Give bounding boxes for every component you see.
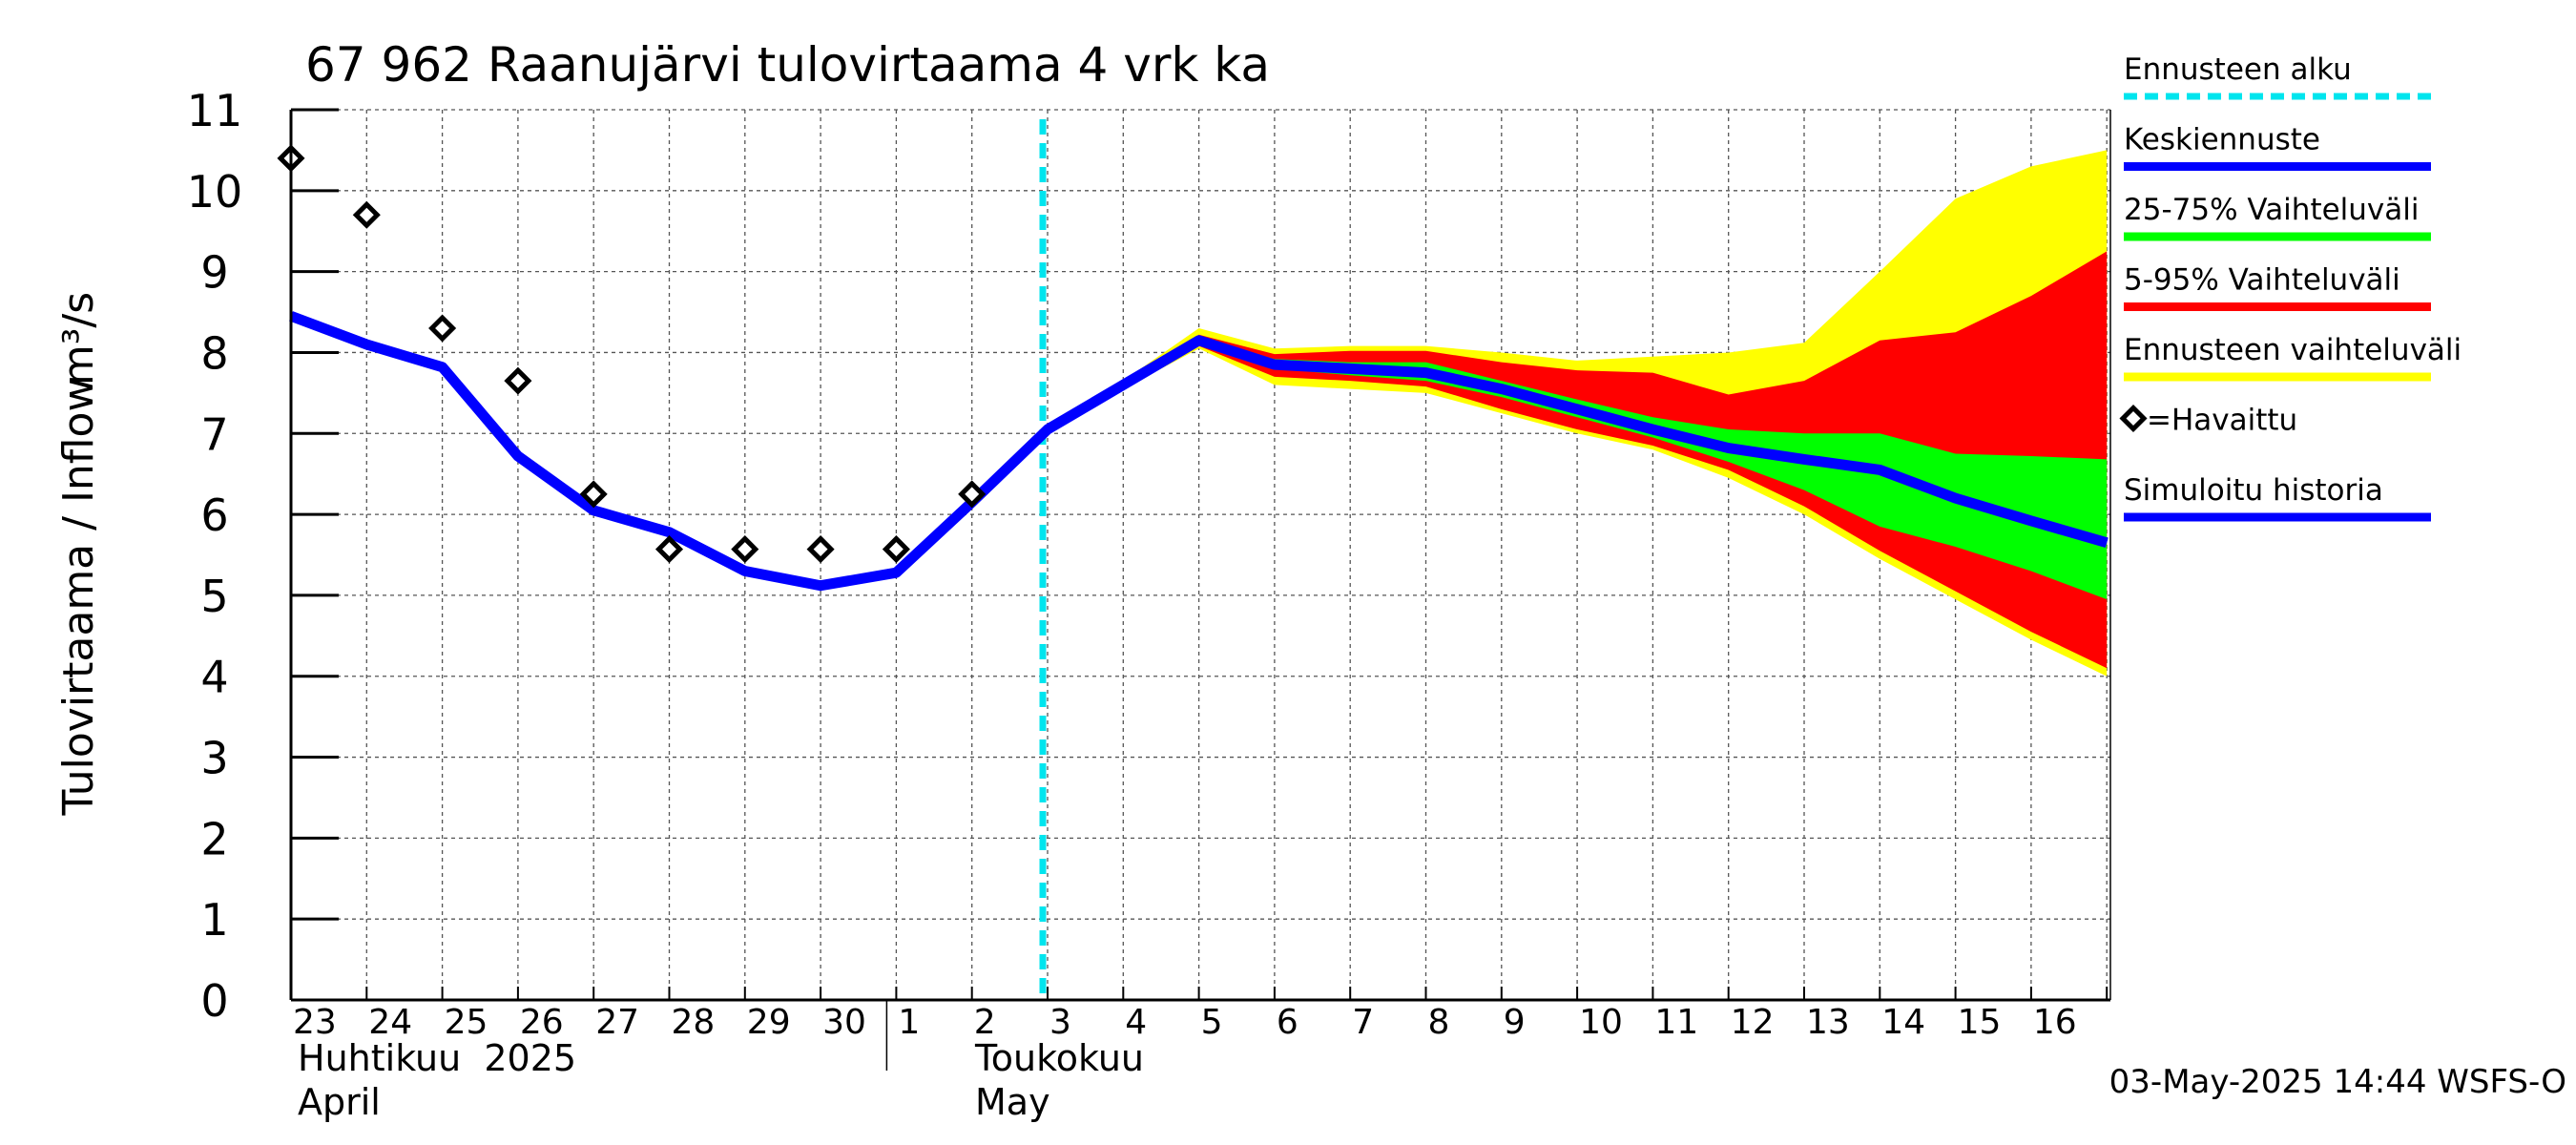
observed-point [504,366,532,395]
y-tick-label: 4 [200,652,228,703]
x-tick-label: 9 [1504,1003,1526,1042]
month-label-may-en: May [975,1081,1050,1123]
x-tick-label: 27 [595,1003,639,1042]
y-tick-label: 6 [200,489,228,541]
y-tick-label: 9 [200,247,228,299]
month-labels: Huhtikuu 2025 April Toukokuu May [298,1037,1144,1123]
x-tick-label: 2 [974,1003,996,1042]
y-tick-label: 0 [200,975,228,1027]
month-label-may-fi: Toukokuu [974,1037,1144,1079]
month-label-april-en: April [298,1081,381,1123]
y-tick-label: 8 [200,327,228,379]
band-5-95% Vaihteluväli [1048,251,2108,669]
x-tick-label: 3 [1049,1003,1071,1042]
x-tick-label: 12 [1731,1003,1775,1042]
y-tick-label: 5 [200,571,228,622]
x-tick-label: 26 [520,1003,564,1042]
y-tick-label: 1 [200,894,228,946]
x-tick-label: 4 [1125,1003,1147,1042]
x-tick-label: 5 [1201,1003,1223,1042]
legend-label: 5-95% Vaihteluväli [2124,263,2400,298]
y-axis-label: Tulovirtaama / Inflow [54,378,103,817]
observed-point [428,314,457,343]
y-tick-label: 3 [200,733,228,784]
x-tick-label: 14 [1881,1003,1925,1042]
x-tick-label: 24 [368,1003,412,1042]
footer-timestamp: 03-May-2025 14:44 WSFS-O [2109,1063,2566,1101]
legend-marker-observed [2119,404,2148,433]
axes [289,108,2111,1071]
y-tick-label: 7 [200,408,228,460]
y-tick-label: 11 [187,85,243,136]
legend-label: Simuloitu historia [2124,473,2383,508]
x-tick-label: 1 [898,1003,920,1042]
y-tick-label: 10 [187,166,243,218]
chart-title: 67 962 Raanujärvi tulovirtaama 4 vrk ka [305,37,1270,93]
observed-point [958,480,987,509]
x-tick-label: 25 [445,1003,488,1042]
y-tick-label: 2 [200,813,228,864]
x-tick-label: 28 [672,1003,716,1042]
observed-point [806,535,835,564]
legend-label: =Havaittu [2147,404,2297,438]
legend-label: 25-75% Vaihteluväli [2124,193,2420,227]
x-tick-label: 8 [1428,1003,1450,1042]
legend-label: Ennusteen vaihteluväli [2124,333,2462,367]
observed-point [654,535,684,564]
month-label-april-fi: Huhtikuu 2025 [298,1037,576,1079]
observed-point [882,535,910,564]
x-tick-label: 7 [1352,1003,1374,1042]
y-axis-unit: m³/s [54,292,103,385]
legend-label: Keskiennuste [2124,123,2320,157]
x-tick-label: 16 [2033,1003,2077,1042]
observed-point [731,535,759,564]
x-tick-label: 15 [1958,1003,2002,1042]
series-lines [289,311,2109,592]
observed-point [352,200,381,229]
x-tick-label: 29 [747,1003,791,1042]
x-tick-label: 10 [1579,1003,1623,1042]
x-tick-label: 23 [293,1003,337,1042]
x-tick-label: 6 [1277,1003,1298,1042]
observed-point [579,480,608,509]
x-tick-label: 11 [1654,1003,1698,1042]
x-tick-label: 30 [822,1003,866,1042]
legend: Ennusteen alku Keskiennuste 25-75% Vaihtel… [2119,52,2462,522]
x-tick-label: 13 [1806,1003,1850,1042]
legend-label: Ennusteen alku [2124,52,2352,87]
band-25-75% Vaihteluväli [1048,338,2108,600]
line-forecast-median [1045,336,2109,547]
